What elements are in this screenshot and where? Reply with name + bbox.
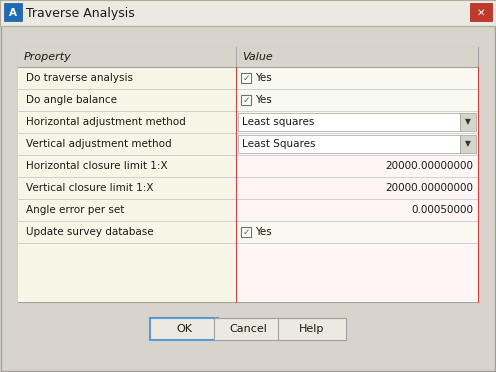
- Text: 20000.00000000: 20000.00000000: [385, 161, 473, 171]
- Bar: [18, 177, 236, 199]
- Text: 0.00050000: 0.00050000: [411, 205, 473, 215]
- Text: Least Squares: Least Squares: [242, 139, 315, 149]
- Text: ✓: ✓: [242, 74, 250, 83]
- Bar: [236, 243, 478, 302]
- Bar: [238, 113, 460, 131]
- Bar: [236, 111, 478, 133]
- Bar: [238, 135, 460, 153]
- Bar: [460, 135, 476, 153]
- Text: Do traverse analysis: Do traverse analysis: [26, 73, 133, 83]
- Bar: [18, 199, 236, 221]
- Text: ▼: ▼: [465, 118, 471, 126]
- Bar: [236, 177, 478, 199]
- Bar: [18, 47, 478, 67]
- Bar: [18, 221, 236, 243]
- Text: ✕: ✕: [477, 7, 486, 17]
- Bar: [236, 221, 478, 243]
- Bar: [278, 318, 346, 340]
- Text: Yes: Yes: [255, 227, 272, 237]
- Text: A: A: [9, 7, 17, 17]
- Bar: [241, 95, 251, 105]
- Bar: [214, 318, 282, 340]
- Text: Traverse Analysis: Traverse Analysis: [26, 6, 135, 19]
- Bar: [18, 155, 236, 177]
- Text: ✓: ✓: [242, 228, 250, 237]
- Bar: [18, 111, 236, 133]
- Bar: [18, 243, 236, 302]
- Bar: [460, 113, 476, 131]
- Text: ✓: ✓: [242, 96, 250, 105]
- Bar: [18, 89, 236, 111]
- Bar: [18, 133, 236, 155]
- Text: Vertical adjustment method: Vertical adjustment method: [26, 139, 172, 149]
- Bar: [236, 89, 478, 111]
- Bar: [236, 199, 478, 221]
- Bar: [18, 67, 236, 89]
- Bar: [236, 133, 478, 155]
- Bar: [0, 0, 496, 26]
- Text: Do angle balance: Do angle balance: [26, 95, 117, 105]
- Text: Update survey database: Update survey database: [26, 227, 154, 237]
- Text: Property: Property: [24, 52, 72, 62]
- Text: ▼: ▼: [465, 140, 471, 148]
- Text: Horizontal closure limit 1:X: Horizontal closure limit 1:X: [26, 161, 168, 171]
- Bar: [18, 47, 478, 302]
- Bar: [236, 67, 478, 89]
- Text: Vertical closure limit 1:X: Vertical closure limit 1:X: [26, 183, 153, 193]
- Text: Least squares: Least squares: [242, 117, 314, 127]
- Text: Value: Value: [242, 52, 273, 62]
- Bar: [236, 155, 478, 177]
- Text: Yes: Yes: [255, 73, 272, 83]
- Text: Horizontal adjustment method: Horizontal adjustment method: [26, 117, 186, 127]
- Text: OK: OK: [176, 324, 192, 334]
- Text: 20000.00000000: 20000.00000000: [385, 183, 473, 193]
- Bar: [150, 318, 218, 340]
- Text: Cancel: Cancel: [229, 324, 267, 334]
- Text: Help: Help: [299, 324, 325, 334]
- Bar: [241, 227, 251, 237]
- Bar: [470, 3, 492, 21]
- Text: Angle error per set: Angle error per set: [26, 205, 124, 215]
- Bar: [241, 73, 251, 83]
- Text: Yes: Yes: [255, 95, 272, 105]
- Bar: [4, 3, 22, 21]
